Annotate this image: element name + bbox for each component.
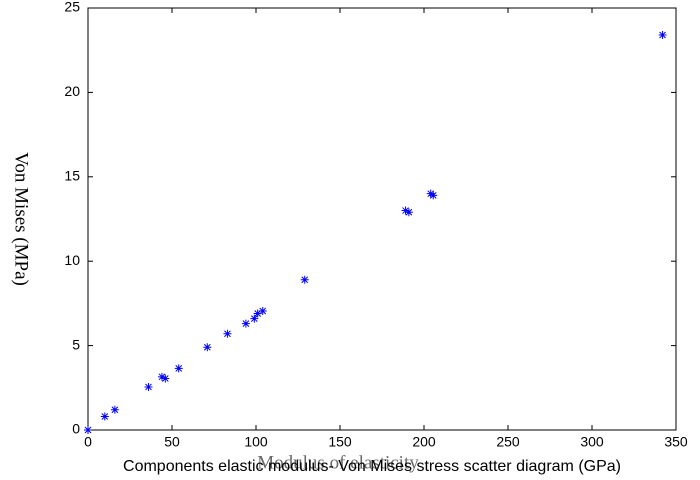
point [84,426,92,434]
x-tick-label: 100 [244,434,268,450]
point [429,191,438,200]
x-axis-label: Modulus of elasticity [257,452,419,473]
point [258,306,267,315]
y-tick-label: 20 [64,83,80,99]
point [658,31,667,40]
point [161,374,170,383]
x-tick-label: 300 [580,434,604,450]
x-tick-label: 50 [164,434,180,450]
x-tick-label: 250 [496,434,520,450]
caption: Components elastic modulus- Von Mises st… [123,458,621,475]
y-tick-label: 25 [64,0,80,15]
point [157,372,166,381]
point [223,329,232,338]
y-axis-label: Von Mises (MPa) [11,152,32,286]
point [110,405,119,414]
x-tick-label: 150 [328,434,352,450]
plot-frame [87,7,677,431]
y-tick-label: 10 [64,252,80,268]
y-tick-label: 5 [72,336,80,352]
y-tick-label: 15 [64,168,80,184]
x-tick-label: 0 [84,434,92,450]
point [404,208,413,217]
point [401,206,410,215]
point [100,412,109,421]
point [174,364,183,373]
x-tick-label: 350 [664,434,688,450]
y-tick-label: 0 [72,421,80,437]
x-tick-label: 200 [412,434,436,450]
point [300,275,309,284]
point [203,343,212,352]
point [241,319,250,328]
point [250,314,259,323]
point [426,189,435,198]
point [253,309,262,318]
point [144,382,153,391]
